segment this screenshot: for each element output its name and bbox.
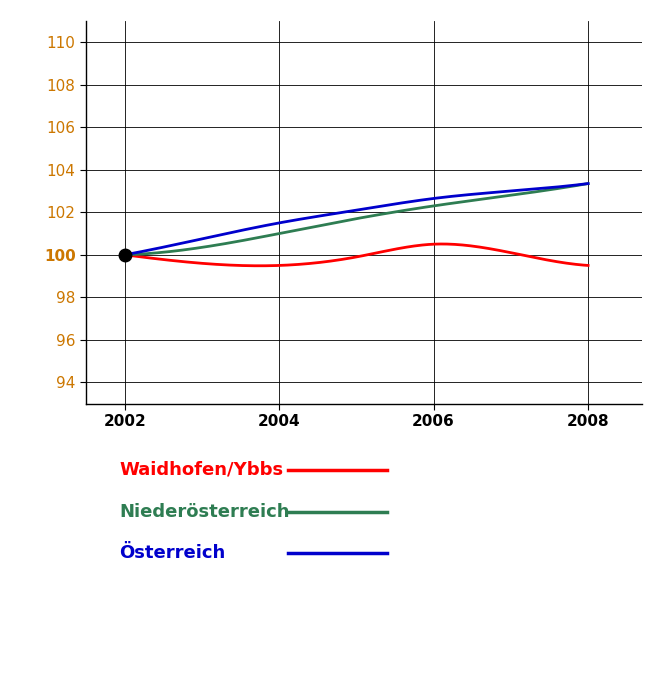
Text: Niederösterreich: Niederösterreich: [119, 503, 290, 521]
Text: Waidhofen/Ybbs: Waidhofen/Ybbs: [119, 461, 283, 479]
Text: Österreich: Österreich: [119, 544, 225, 562]
